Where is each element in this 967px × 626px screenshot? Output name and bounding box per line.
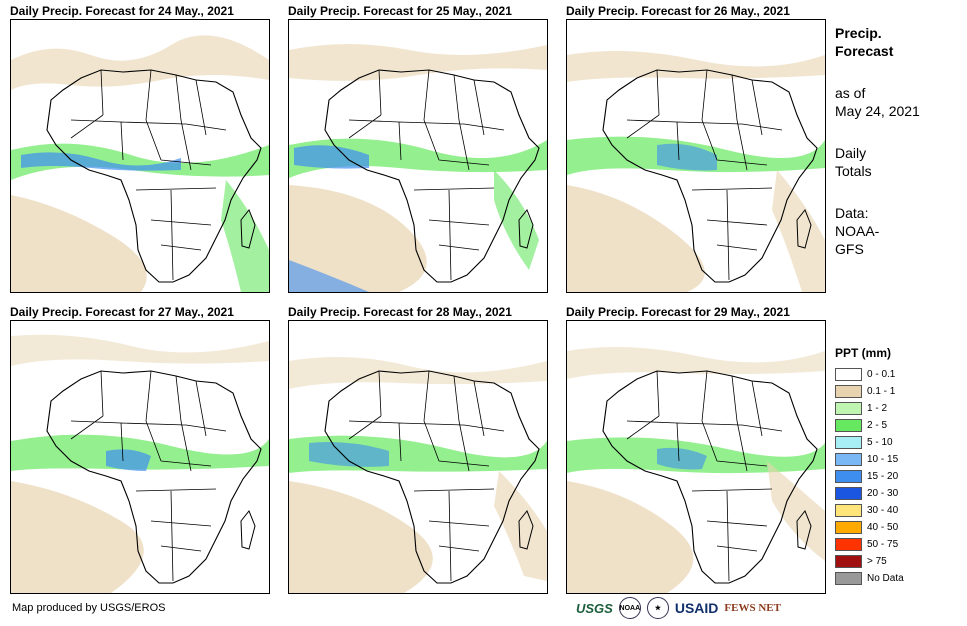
precip-map — [10, 19, 270, 293]
legend-item: 2 - 5 — [835, 417, 960, 434]
legend-item: 5 - 10 — [835, 434, 960, 451]
legend-swatch — [835, 385, 862, 398]
totals-line2: Totals — [835, 163, 872, 179]
data-source-line2: NOAA- — [835, 223, 880, 239]
legend-swatch — [835, 504, 862, 517]
precip-map — [288, 320, 548, 594]
panel-title: Daily Precip. Forecast for 28 May., 2021 — [288, 305, 512, 319]
asof-date: May 24, 2021 — [835, 103, 920, 119]
precip-map — [566, 320, 826, 594]
forecast-panel-1: Daily Precip. Forecast for 24 May., 2021 — [10, 3, 270, 293]
legend-item: No Data — [835, 570, 960, 587]
legend-label: 2 - 5 — [867, 420, 888, 431]
legend-item: 20 - 30 — [835, 485, 960, 502]
legend-label: 10 - 15 — [867, 454, 899, 465]
legend-title: PPT (mm) — [835, 346, 892, 360]
legend-label: 5 - 10 — [867, 437, 893, 448]
ppt-legend: PPT (mm) 0 - 0.1 0.1 - 1 1 - 2 2 - 5 5 - 10 1… — [835, 346, 960, 587]
legend-swatch — [835, 521, 862, 534]
legend-label: No Data — [867, 573, 904, 584]
asof-line1: as of — [835, 85, 866, 101]
panel-title: Daily Precip. Forecast for 24 May., 2021 — [10, 4, 234, 18]
legend-swatch — [835, 453, 862, 466]
panel-title: Daily Precip. Forecast for 29 May., 2021 — [566, 305, 790, 319]
forecast-panel-5: Daily Precip. Forecast for 28 May., 2021 — [288, 304, 548, 594]
fews-net-logo: FEWS NET — [724, 602, 781, 614]
panel-title: Daily Precip. Forecast for 26 May., 2021 — [566, 4, 790, 18]
legend-swatch — [835, 555, 862, 568]
legend-label: 0 - 0.1 — [867, 369, 896, 380]
legend-swatch — [835, 538, 862, 551]
totals-line1: Daily — [835, 145, 867, 161]
legend-swatch — [835, 402, 862, 415]
legend-label: 30 - 40 — [867, 505, 899, 516]
legend-item: 0.1 - 1 — [835, 383, 960, 400]
panel-title: Daily Precip. Forecast for 25 May., 2021 — [288, 4, 512, 18]
footer-credit: Map produced by USGS/EROS — [12, 602, 166, 614]
noaa-logo: NOAA — [618, 597, 641, 619]
map-info-sidebar: Precip. Forecast as of May 24, 2021 Dail… — [835, 24, 960, 258]
sidebar-heading-line1: Precip. — [835, 25, 882, 41]
seal-logo: ★ — [646, 597, 669, 619]
legend-swatch — [835, 436, 862, 449]
partner-logos: USGS NOAA ★ USAID FEWS NET — [576, 596, 781, 620]
legend-item: 30 - 40 — [835, 502, 960, 519]
panel-title: Daily Precip. Forecast for 27 May., 2021 — [10, 305, 234, 319]
legend-label: 50 - 75 — [867, 539, 899, 550]
forecast-panel-2: Daily Precip. Forecast for 25 May., 2021 — [288, 3, 548, 293]
legend-label: 0.1 - 1 — [867, 386, 896, 397]
legend-item: 10 - 15 — [835, 451, 960, 468]
legend-swatch — [835, 368, 862, 381]
data-source-line3: GFS — [835, 241, 864, 257]
precip-map — [288, 19, 548, 293]
legend-item: 0 - 0.1 — [835, 366, 960, 383]
legend-item: > 75 — [835, 553, 960, 570]
forecast-panel-6: Daily Precip. Forecast for 29 May., 2021 — [566, 304, 826, 594]
legend-swatch — [835, 487, 862, 500]
legend-swatch — [835, 419, 862, 432]
forecast-panel-4: Daily Precip. Forecast for 27 May., 2021 — [10, 304, 270, 594]
legend-item: 15 - 20 — [835, 468, 960, 485]
legend-label: 40 - 50 — [867, 522, 899, 533]
sidebar-heading-line2: Forecast — [835, 43, 894, 59]
legend-label: 15 - 20 — [867, 471, 899, 482]
legend-item: 40 - 50 — [835, 519, 960, 536]
legend-label: > 75 — [867, 556, 887, 567]
legend-item: 50 - 75 — [835, 536, 960, 553]
data-source-line1: Data: — [835, 205, 869, 221]
legend-swatch — [835, 572, 862, 585]
precip-map — [566, 19, 826, 293]
forecast-panel-3: Daily Precip. Forecast for 26 May., 2021 — [566, 3, 826, 293]
precip-map — [10, 320, 270, 594]
legend-label: 1 - 2 — [867, 403, 888, 414]
legend-item: 1 - 2 — [835, 400, 960, 417]
usgs-logo: USGS — [576, 600, 613, 616]
legend-label: 20 - 30 — [867, 488, 899, 499]
usaid-logo: USAID — [674, 600, 719, 616]
legend-swatch — [835, 470, 862, 483]
